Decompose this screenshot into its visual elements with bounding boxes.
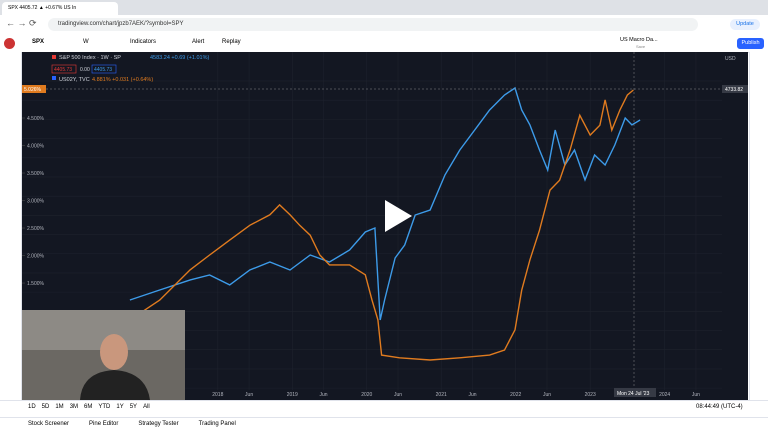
- price-tag-text: 4733.82: [725, 87, 743, 93]
- sell-box: [51, 64, 77, 74]
- y-tick-label: 3.000%: [27, 199, 45, 205]
- x-tick-label: 2018: [212, 392, 223, 398]
- x-tick-label: 2019: [287, 392, 298, 398]
- play-button[interactable]: [385, 200, 412, 232]
- series-line: [129, 89, 634, 361]
- timeframe-buttons: 1D 5D 1M 3M 6M YTD 1Y 5Y All: [28, 404, 150, 410]
- y-tick-label: 3.500%: [27, 171, 45, 177]
- timeframe-button[interactable]: 6M: [84, 404, 93, 410]
- x-tick-label: Jun: [394, 392, 402, 398]
- spread: 0.00: [80, 67, 90, 73]
- bottom-tab[interactable]: Strategy Tester: [138, 421, 179, 427]
- legend-compare-title: US02Y, TVC: [59, 77, 90, 83]
- timeframe-button[interactable]: 1Y: [116, 404, 124, 410]
- legend-main-quote: 4583.24 +0.69 (+1.01%): [150, 55, 209, 61]
- crosshair-date-box: [614, 388, 656, 397]
- crosshair-date: Mon 24 Jul '23: [617, 391, 650, 397]
- series-line: [129, 86, 641, 321]
- buy-price: 4405.73: [94, 67, 112, 73]
- replay-button[interactable]: Replay: [222, 39, 241, 45]
- timeframe-bar: [0, 400, 768, 418]
- update-button[interactable]: Update: [730, 19, 760, 30]
- tab-strip: [0, 0, 768, 15]
- bottom-tab[interactable]: Trading Panel: [198, 421, 236, 427]
- x-tick-label: 2023: [585, 392, 596, 398]
- x-tick-label: Jun: [692, 392, 700, 398]
- bottom-tab[interactable]: Stock Screener: [28, 421, 70, 427]
- publish-button[interactable]: Publish: [737, 38, 764, 49]
- y-tick-label: 2.500%: [27, 226, 45, 232]
- x-tick-label: 2022: [510, 392, 521, 398]
- timeframe-button[interactable]: 5Y: [129, 404, 138, 410]
- series-icon: [52, 55, 56, 59]
- buy-box: [91, 64, 117, 74]
- alert-button[interactable]: Alert: [192, 39, 205, 45]
- y-tick-label: 1.500%: [27, 281, 45, 287]
- timeframe-button[interactable]: 5D: [41, 404, 50, 410]
- x-tick-label: Jun: [320, 392, 328, 398]
- url-field[interactable]: tradingview.com/chart/jpzb7AEK/?symbol=S…: [48, 18, 698, 31]
- sell-price: 4405.73: [54, 67, 72, 73]
- webcam-face: [100, 334, 128, 370]
- yield-tag-text: 5.026%: [24, 87, 42, 93]
- price-scale: [722, 52, 748, 400]
- x-tick-label: Jun: [543, 392, 551, 398]
- currency-label: USD: [725, 56, 736, 62]
- browser-tab[interactable]: SPX 4405.72 ▲ +0.67% US In: [2, 2, 118, 15]
- drawing-toolbar[interactable]: [0, 52, 22, 400]
- y-tick-label: 2.000%: [27, 254, 45, 260]
- right-sidebar[interactable]: [749, 52, 768, 400]
- x-tick-label: 2024: [659, 392, 670, 398]
- timeframe-button[interactable]: All: [143, 404, 150, 410]
- avatar[interactable]: [4, 38, 15, 49]
- legend-compare-quote: 4.881% +0.031 (+0.64%): [92, 77, 153, 83]
- webcam-shirt: [80, 370, 150, 400]
- timeframe-button[interactable]: YTD: [98, 404, 111, 410]
- layout-status: Save: [636, 44, 646, 49]
- price-tag: [722, 85, 748, 93]
- bottom-panel-bar: [0, 417, 768, 435]
- x-tick-label: 2020: [361, 392, 372, 398]
- y-tick-label: 4.000%: [27, 144, 45, 150]
- clock: 08:44:49 (UTC-4): [696, 404, 743, 410]
- layout-name[interactable]: US Macro Da...: [620, 37, 658, 43]
- yield-tag: [22, 85, 46, 93]
- x-tick-label: Jun: [468, 392, 476, 398]
- bottom-tab[interactable]: Pine Editor: [89, 421, 119, 427]
- x-tick-label: Jun: [245, 392, 253, 398]
- legend-main-title: S&P 500 Index · 1W · SP: [59, 55, 121, 61]
- indicators-button[interactable]: Indicators: [130, 39, 157, 45]
- compare-icon: [52, 76, 56, 80]
- timeframe-button[interactable]: 3M: [69, 404, 79, 410]
- nav-buttons[interactable]: ← → ⟳: [6, 18, 37, 28]
- chart: 1600.001800.002000.002200.002400.002600.…: [22, 52, 748, 400]
- y-tick-label: 4.500%: [27, 116, 45, 122]
- x-tick-label: 2021: [436, 392, 447, 398]
- bottom-tabs: Stock Screener Pine Editor Strategy Tester…: [28, 421, 236, 427]
- timeframe-button[interactable]: 1D: [28, 404, 36, 410]
- timeframe-button[interactable]: 1M: [55, 404, 64, 410]
- interval[interactable]: W: [83, 39, 89, 45]
- symbol[interactable]: SPX: [32, 39, 45, 45]
